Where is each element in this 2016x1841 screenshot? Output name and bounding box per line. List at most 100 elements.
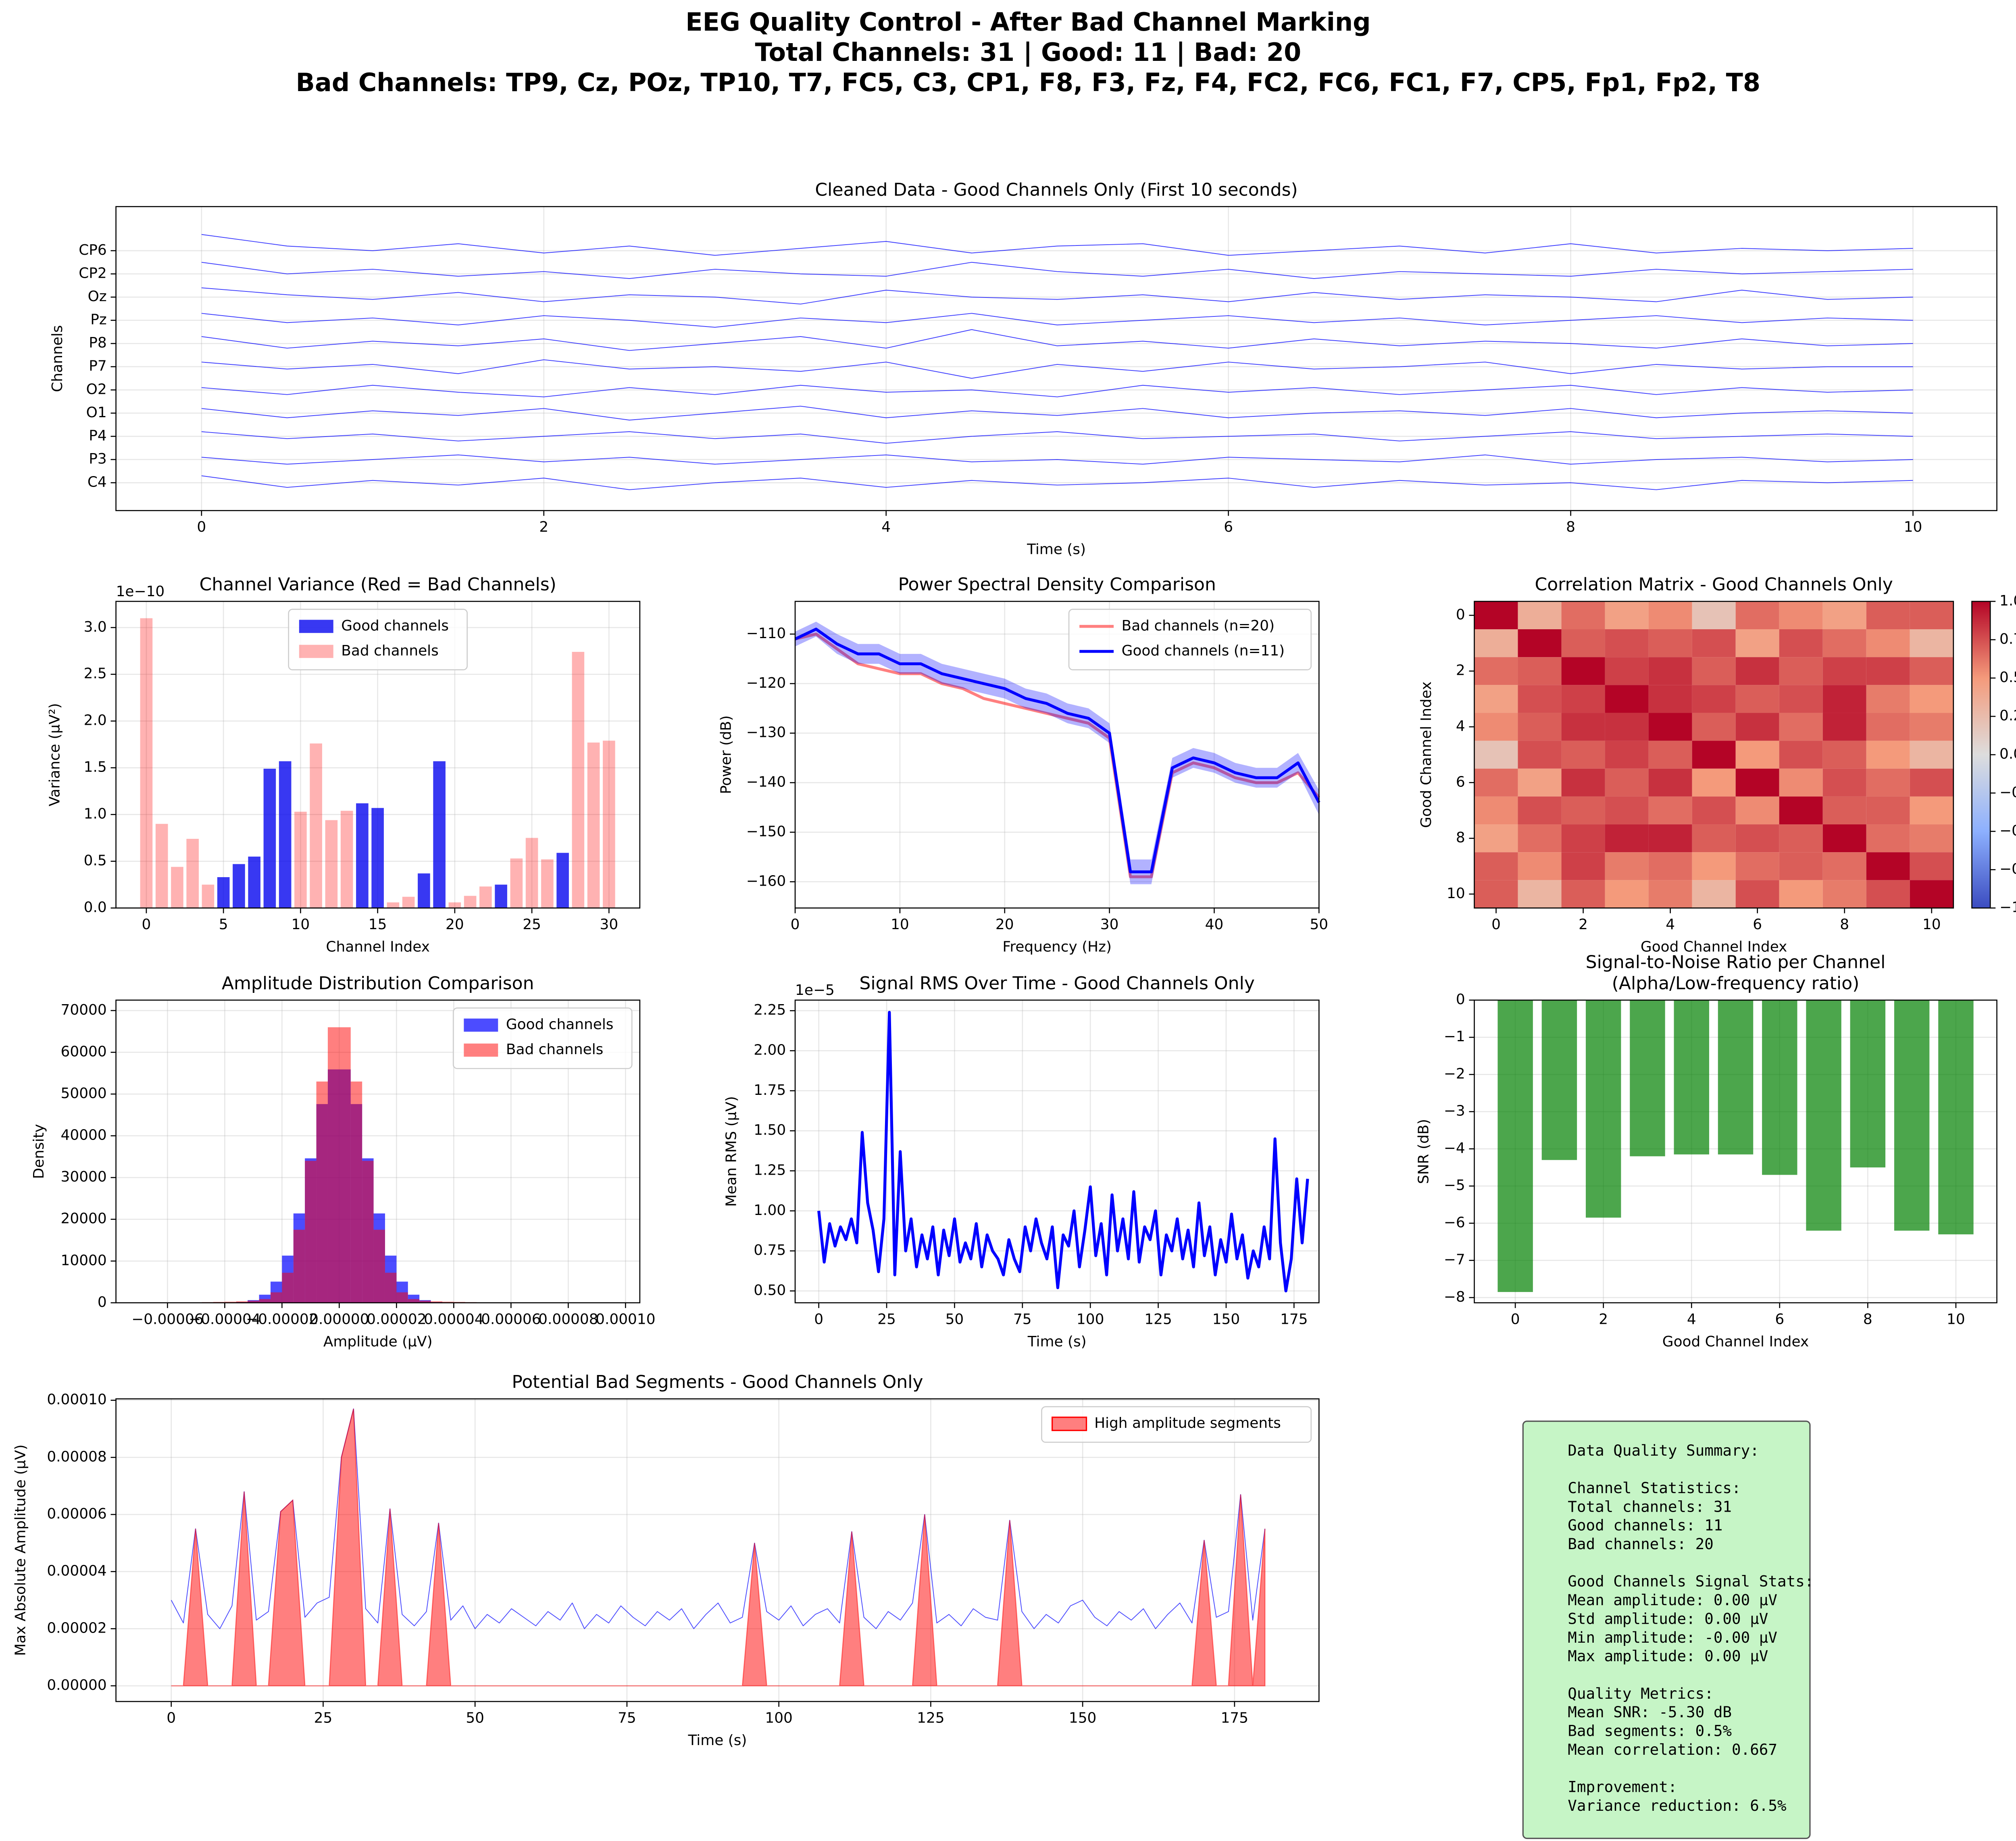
colorbar-tick-label: −0.50 [1999, 822, 2016, 839]
y-tick-label: 0 [1456, 606, 1465, 623]
x-tick-label: 4 [1666, 916, 1675, 933]
legend-swatch [464, 1018, 498, 1032]
y-tick-label: 2.00 [754, 1042, 786, 1059]
axis-offset-label: 1e−10 [116, 583, 165, 600]
bar [1674, 1000, 1709, 1155]
y-tick-label: −160 [746, 873, 786, 889]
bar [603, 741, 615, 908]
histogram-bar [236, 1301, 248, 1303]
x-tick-label: 30 [1100, 916, 1119, 933]
heatmap-cell [1518, 796, 1562, 825]
heatmap-cell [1822, 741, 1866, 769]
colorbar-tick-label: −0.75 [1999, 861, 2016, 877]
colorbar-tick-label: −1.00 [1999, 899, 2016, 915]
y-axis-label: Power (dB) [718, 716, 734, 794]
bar [294, 811, 307, 908]
area [171, 1408, 1266, 1687]
heatmap-cell [1910, 685, 1954, 713]
y-tick-label: 0 [98, 1294, 107, 1311]
x-tick-label: 125 [917, 1710, 945, 1726]
heatmap-cell [1561, 685, 1605, 713]
y-axis-label: SNR (dB) [1415, 1119, 1432, 1184]
heatmap-cell [1474, 657, 1518, 685]
heatmap-cell [1518, 852, 1562, 880]
chart-title: Amplitude Distribution Comparison [222, 973, 534, 994]
y-tick-label: 2 [1456, 662, 1465, 679]
heatmap-cell [1910, 796, 1954, 825]
x-tick-label: 175 [1280, 1311, 1308, 1327]
y-tick-label: −150 [746, 823, 786, 840]
heatmap-cell [1648, 768, 1692, 797]
chart-title: Power Spectral Density Comparison [898, 574, 1216, 595]
bar [279, 761, 292, 908]
y-tick-label: 0.0 [84, 899, 107, 915]
y-tick-label: 0.75 [754, 1242, 786, 1259]
legend-label: Good channels [341, 618, 449, 634]
y-tick-label: 30000 [61, 1169, 107, 1185]
x-tick-label: 2 [539, 519, 548, 535]
line [201, 234, 1913, 256]
y-tick-label: 10 [1447, 885, 1465, 902]
bar [418, 873, 430, 908]
heatmap-cell [1779, 629, 1823, 657]
bar [495, 884, 507, 908]
x-tick-label: 50 [946, 1311, 964, 1327]
x-tick-label: 0.00000 [309, 1311, 369, 1327]
y-tick-label: 2.5 [84, 666, 107, 682]
y-tick-label: P4 [89, 427, 106, 444]
heatmap-cell [1735, 852, 1779, 880]
summary-line: Mean amplitude: 0.00 µV [1568, 1591, 1777, 1609]
x-tick-label: 10 [1904, 519, 1922, 535]
bar [1850, 1000, 1886, 1168]
heatmap-cell [1561, 768, 1605, 797]
x-tick-label: 2 [1579, 916, 1588, 933]
axes-frame [115, 1398, 1320, 1702]
histogram-bar [293, 1229, 305, 1303]
bar [325, 820, 338, 908]
heatmap-cell [1692, 880, 1736, 908]
bar [1894, 1000, 1930, 1231]
bar [217, 877, 230, 908]
histogram-bar [316, 1081, 328, 1303]
chart-title: Signal RMS Over Time - Good Channels Onl… [859, 973, 1255, 994]
x-tick-label: 20 [996, 916, 1014, 933]
y-tick-label: 1.5 [84, 759, 107, 776]
heatmap-cell [1910, 768, 1954, 797]
line [201, 454, 1913, 465]
legend-box [1068, 609, 1312, 670]
summary-line: Total channels: 31 [1568, 1498, 1732, 1515]
y-tick-label: 0.50 [754, 1282, 786, 1298]
y-tick-label: 40000 [61, 1127, 107, 1144]
heatmap-cell [1648, 796, 1692, 825]
heatmap-cell [1910, 852, 1954, 880]
y-tick-label: 8 [1456, 830, 1465, 846]
heatmap-cell [1474, 685, 1518, 713]
summary-line: Min amplitude: -0.00 µV [1568, 1629, 1777, 1646]
line [201, 431, 1913, 444]
heatmap-cell [1866, 685, 1910, 713]
heatmap-cell [1779, 657, 1823, 685]
y-tick-label: 1.50 [754, 1122, 786, 1138]
line [201, 406, 1913, 421]
x-tick-label: 4 [1687, 1311, 1696, 1327]
heatmap-cell [1779, 796, 1823, 825]
heatmap-cell [1518, 601, 1562, 630]
y-tick-label: P3 [89, 451, 106, 467]
colorbar-tick-label: 0.25 [1999, 707, 2016, 724]
bar [572, 652, 585, 908]
heatmap-cell [1561, 657, 1605, 685]
line [201, 287, 1913, 305]
x-tick-label: 10 [891, 916, 909, 933]
axes-frame [1474, 999, 1997, 1304]
bar [1806, 1000, 1841, 1231]
x-tick-label: 30 [600, 916, 619, 933]
heatmap-cell [1561, 741, 1605, 769]
bar [556, 853, 569, 908]
x-tick-label: 125 [1144, 1311, 1172, 1327]
chart-title: Potential Bad Segments - Good Channels O… [512, 1372, 923, 1392]
heatmap-cell [1561, 852, 1605, 880]
heatmap-cell [1735, 824, 1779, 853]
heatmap-cell [1605, 824, 1649, 853]
heatmap-cell [1561, 601, 1605, 630]
